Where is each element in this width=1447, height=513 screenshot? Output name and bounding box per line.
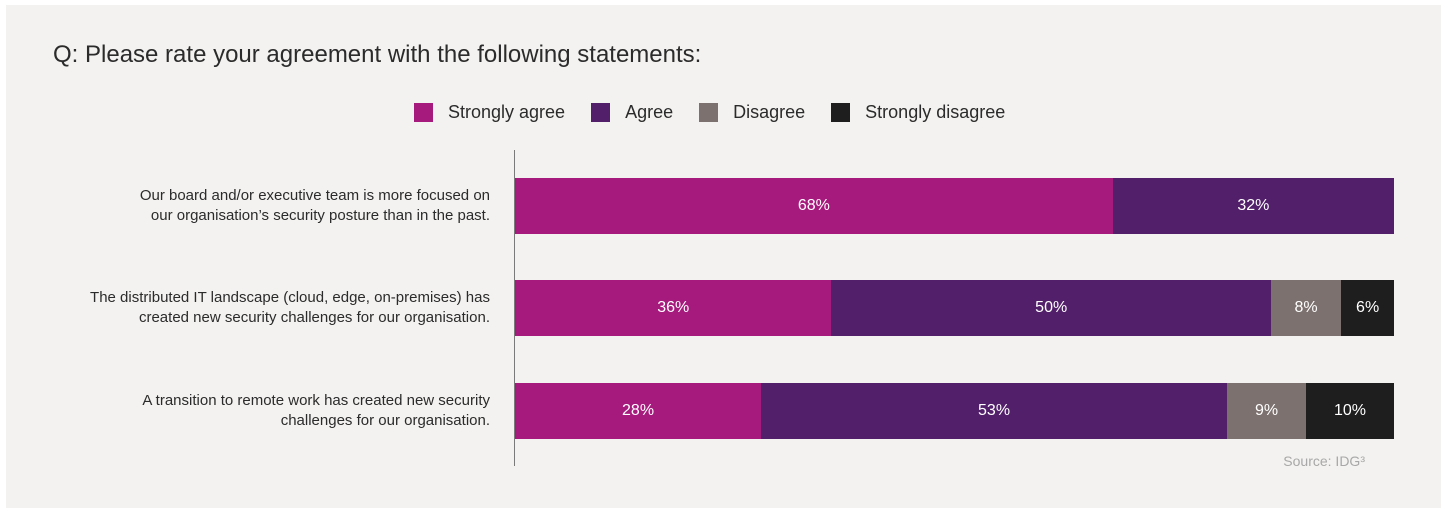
legend-item-strongly-disagree: Strongly disagree bbox=[831, 102, 1005, 123]
category-label-1: Our board and/or executive team is more … bbox=[30, 186, 490, 226]
chart-title: Q: Please rate your agreement with the f… bbox=[53, 41, 702, 68]
stacked-bar-2: 36% 50% 8% 6% bbox=[515, 280, 1394, 336]
legend-swatch-strongly-disagree bbox=[831, 102, 851, 122]
data-label: 53% bbox=[978, 402, 1011, 419]
bar-segment-strongly-disagree: 6% bbox=[1341, 280, 1394, 336]
category-label-line: challenges for our organisation. bbox=[280, 412, 490, 429]
data-label: 10% bbox=[1334, 402, 1367, 419]
bar-segment-agree: 32% bbox=[1112, 178, 1394, 234]
legend-item-strongly-agree: Strongly agree bbox=[414, 102, 565, 123]
category-axis-line bbox=[514, 150, 515, 466]
data-label: 32% bbox=[1237, 197, 1270, 214]
legend-item-agree: Agree bbox=[591, 102, 673, 123]
source-note: Source: IDG³ bbox=[1283, 453, 1365, 469]
data-label: 6% bbox=[1356, 299, 1380, 316]
chart-panel: Q: Please rate your agreement with the f… bbox=[6, 5, 1441, 508]
category-label-2: The distributed IT landscape (cloud, edg… bbox=[30, 288, 490, 328]
bar-segment-strongly-disagree: 10% bbox=[1306, 383, 1394, 439]
bar-segment-agree: 53% bbox=[761, 383, 1227, 439]
data-label: 28% bbox=[622, 402, 655, 419]
category-label-line: our organisation’s security posture than… bbox=[150, 207, 490, 224]
stacked-bar-1: 68% 32% bbox=[515, 178, 1394, 234]
data-label: 9% bbox=[1254, 402, 1279, 419]
category-label-line: created new security challenges for our … bbox=[138, 309, 490, 326]
data-label: 50% bbox=[1035, 299, 1068, 316]
bar-segment-disagree: 9% bbox=[1226, 383, 1307, 439]
legend-label-disagree: Disagree bbox=[733, 101, 806, 122]
bar-segment-agree: 50% bbox=[831, 280, 1271, 336]
legend-swatch-strongly-agree bbox=[414, 102, 433, 122]
stacked-bar-3: 28% 53% 9% 10% bbox=[515, 383, 1394, 439]
bar-segment-strongly-agree: 28% bbox=[515, 383, 762, 439]
chart-legend: Strongly agree Agree Disagree Strongly disa… bbox=[414, 102, 1031, 122]
data-label: 68% bbox=[797, 197, 830, 214]
category-label-line: Our board and/or executive team is more … bbox=[139, 187, 490, 204]
bar-segment-disagree: 8% bbox=[1270, 280, 1342, 336]
legend-swatch-disagree bbox=[699, 102, 719, 122]
bar-segment-strongly-agree: 68% bbox=[515, 178, 1113, 234]
category-label-line: A transition to remote work has created … bbox=[142, 392, 490, 409]
legend-label-strongly-agree: Strongly agree bbox=[448, 101, 566, 122]
category-label-3: A transition to remote work has created … bbox=[30, 391, 490, 431]
data-label: 8% bbox=[1294, 299, 1318, 316]
category-label-line: The distributed IT landscape (cloud, edg… bbox=[90, 289, 490, 306]
legend-item-disagree: Disagree bbox=[699, 102, 805, 123]
bar-segment-strongly-agree: 36% bbox=[515, 280, 832, 336]
data-label: 36% bbox=[657, 299, 690, 316]
legend-swatch-agree bbox=[591, 102, 611, 122]
legend-label-strongly-disagree: Strongly disagree bbox=[865, 101, 1006, 122]
legend-label-agree: Agree bbox=[625, 101, 674, 122]
